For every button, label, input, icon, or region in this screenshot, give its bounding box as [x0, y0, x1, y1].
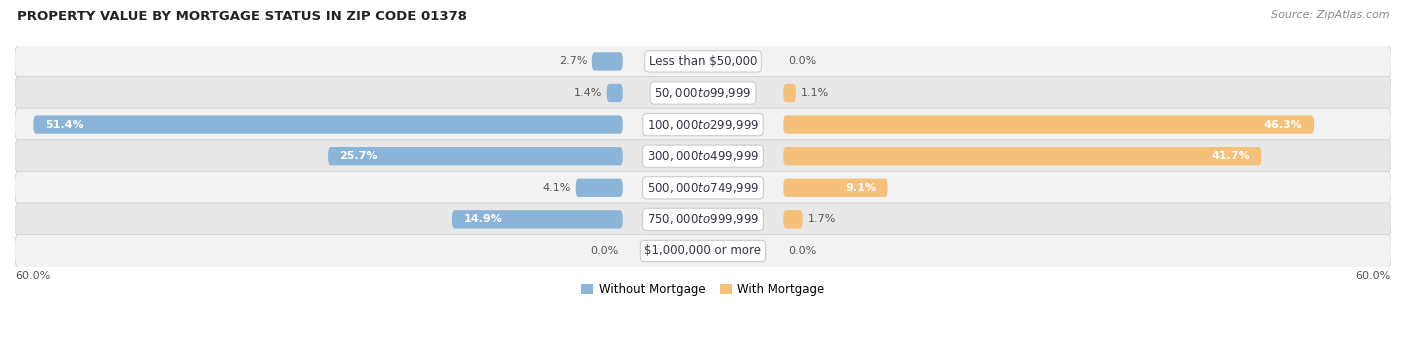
FancyBboxPatch shape: [328, 147, 623, 165]
FancyBboxPatch shape: [15, 76, 1391, 109]
Text: 9.1%: 9.1%: [845, 183, 876, 193]
FancyBboxPatch shape: [15, 140, 1391, 173]
Text: 4.1%: 4.1%: [543, 183, 571, 193]
FancyBboxPatch shape: [783, 210, 803, 228]
FancyBboxPatch shape: [783, 84, 796, 102]
Text: 14.9%: 14.9%: [464, 215, 502, 224]
Text: 51.4%: 51.4%: [45, 120, 83, 130]
FancyBboxPatch shape: [15, 203, 1391, 236]
Text: 1.7%: 1.7%: [807, 215, 835, 224]
FancyBboxPatch shape: [15, 45, 1391, 78]
Text: $50,000 to $99,999: $50,000 to $99,999: [654, 86, 752, 100]
Text: 46.3%: 46.3%: [1264, 120, 1303, 130]
Text: 60.0%: 60.0%: [15, 271, 51, 280]
Text: Less than $50,000: Less than $50,000: [648, 55, 758, 68]
Text: 2.7%: 2.7%: [558, 56, 588, 66]
FancyBboxPatch shape: [34, 115, 623, 134]
Text: $300,000 to $499,999: $300,000 to $499,999: [647, 149, 759, 163]
FancyBboxPatch shape: [592, 52, 623, 71]
Legend: Without Mortgage, With Mortgage: Without Mortgage, With Mortgage: [576, 278, 830, 301]
Text: $750,000 to $999,999: $750,000 to $999,999: [647, 212, 759, 226]
Text: 0.0%: 0.0%: [787, 56, 815, 66]
Text: 1.4%: 1.4%: [574, 88, 602, 98]
Text: 1.1%: 1.1%: [800, 88, 828, 98]
Text: Source: ZipAtlas.com: Source: ZipAtlas.com: [1271, 10, 1389, 20]
FancyBboxPatch shape: [783, 147, 1261, 165]
FancyBboxPatch shape: [451, 210, 623, 228]
FancyBboxPatch shape: [575, 178, 623, 197]
Text: PROPERTY VALUE BY MORTGAGE STATUS IN ZIP CODE 01378: PROPERTY VALUE BY MORTGAGE STATUS IN ZIP…: [17, 10, 467, 23]
Text: $500,000 to $749,999: $500,000 to $749,999: [647, 181, 759, 195]
FancyBboxPatch shape: [15, 235, 1391, 268]
Text: 60.0%: 60.0%: [1355, 271, 1391, 280]
FancyBboxPatch shape: [606, 84, 623, 102]
Text: 0.0%: 0.0%: [787, 246, 815, 256]
Text: 0.0%: 0.0%: [591, 246, 619, 256]
FancyBboxPatch shape: [783, 178, 887, 197]
Text: 25.7%: 25.7%: [339, 151, 378, 161]
Text: $1,000,000 or more: $1,000,000 or more: [644, 244, 762, 257]
FancyBboxPatch shape: [15, 108, 1391, 141]
Text: 41.7%: 41.7%: [1211, 151, 1250, 161]
FancyBboxPatch shape: [15, 171, 1391, 204]
Text: $100,000 to $299,999: $100,000 to $299,999: [647, 118, 759, 132]
FancyBboxPatch shape: [783, 115, 1315, 134]
